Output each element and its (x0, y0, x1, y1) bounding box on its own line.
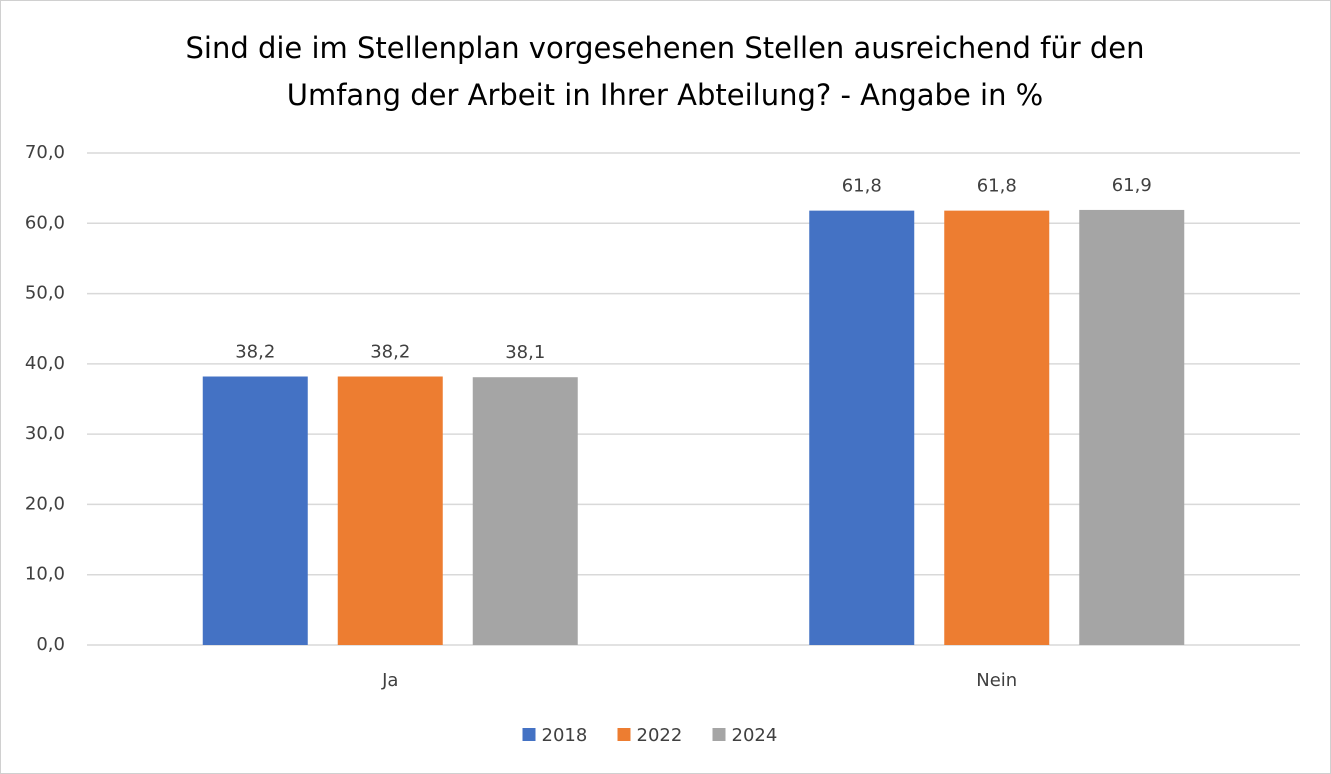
bar (809, 210, 915, 646)
legend-label: 2024 (732, 725, 778, 746)
x-tick-label: Ja (381, 670, 398, 691)
y-tick-label: 60,0 (25, 212, 65, 233)
data-label: 61,8 (842, 176, 882, 197)
data-label: 61,8 (977, 176, 1017, 197)
y-tick-label: 70,0 (25, 142, 65, 163)
data-label: 38,2 (235, 342, 275, 363)
x-tick-label: Nein (976, 670, 1017, 691)
bar (202, 376, 308, 645)
bar (472, 377, 578, 645)
legend-swatch (617, 728, 631, 741)
chart-title: Sind die im Stellenplan vorgesehenen Ste… (185, 31, 1144, 65)
y-tick-label: 40,0 (25, 353, 65, 374)
data-label: 38,1 (505, 342, 545, 363)
y-tick-label: 50,0 (25, 283, 65, 304)
y-tick-label: 20,0 (25, 493, 65, 514)
legend-label: 2018 (542, 725, 588, 746)
bar (1079, 209, 1185, 645)
legend-swatch (712, 728, 726, 741)
legend-label: 2022 (637, 725, 683, 746)
y-tick-label: 0,0 (36, 634, 65, 655)
bar (337, 376, 443, 645)
chart-title: Umfang der Arbeit in Ihrer Abteilung? - … (287, 78, 1043, 112)
data-label: 61,9 (1112, 175, 1152, 196)
legend-swatch (522, 728, 536, 741)
data-label: 38,2 (370, 342, 410, 363)
y-tick-label: 30,0 (25, 423, 65, 444)
bar (944, 210, 1050, 646)
y-tick-label: 10,0 (25, 564, 65, 585)
